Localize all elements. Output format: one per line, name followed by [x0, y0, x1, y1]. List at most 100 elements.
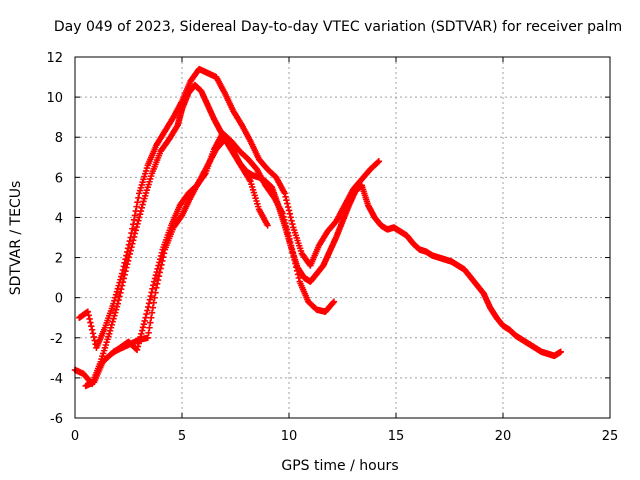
- data-point: [146, 296, 154, 303]
- data-point: [124, 245, 132, 252]
- data-point: [90, 333, 98, 341]
- data-point: [127, 234, 134, 241]
- data-point: [159, 257, 166, 265]
- data-point: [111, 297, 118, 304]
- data-point: [557, 348, 564, 356]
- x-tick-label: 5: [178, 429, 186, 444]
- data-point: [145, 329, 152, 336]
- data-point: [287, 239, 294, 246]
- grid-lines: [75, 57, 610, 418]
- data-point: [150, 299, 157, 306]
- data-point: [114, 285, 121, 292]
- data-point: [144, 307, 151, 314]
- data-point: [86, 315, 93, 323]
- data-point: [110, 300, 117, 307]
- y-axis-ticks: -6 -4 -2 0 2 4 6 8 10 12: [46, 51, 610, 427]
- y-tick-label: -4: [50, 372, 63, 387]
- data-point: [134, 199, 141, 206]
- data-point: [133, 346, 141, 354]
- data-point: [89, 330, 97, 337]
- data-point: [280, 213, 287, 220]
- data-point: [283, 226, 291, 233]
- y-tick-label: 8: [55, 131, 63, 146]
- data-point: [128, 229, 135, 237]
- y-tick-label: 2: [55, 252, 63, 267]
- data-point: [116, 279, 123, 286]
- data-point: [152, 272, 160, 279]
- data-point: [281, 216, 288, 224]
- data-point: [330, 298, 338, 305]
- data-point: [290, 253, 297, 260]
- data-point: [84, 308, 92, 315]
- y-tick-label: 6: [55, 171, 63, 186]
- data-point: [136, 211, 144, 218]
- data-point: [126, 237, 133, 245]
- data-point: [158, 261, 165, 268]
- data-point: [157, 265, 164, 272]
- data-point: [138, 330, 145, 337]
- data-point: [144, 303, 152, 311]
- data-point: [287, 242, 295, 249]
- data-point: [149, 285, 156, 293]
- data-point: [129, 225, 136, 232]
- x-tick-label: 15: [388, 429, 405, 444]
- data-point: [123, 252, 130, 259]
- data-point: [285, 232, 292, 240]
- data-point: [288, 217, 295, 224]
- y-tick-label: -6: [50, 412, 63, 427]
- data-point: [160, 250, 168, 257]
- data-point: [113, 288, 121, 295]
- data-point: [149, 304, 157, 311]
- data-point: [112, 294, 119, 301]
- data-point: [132, 207, 139, 215]
- data-point: [124, 248, 131, 256]
- data-point: [109, 318, 116, 325]
- data-point: [375, 158, 383, 165]
- data-point: [291, 256, 298, 264]
- data-point: [156, 269, 163, 276]
- y-tick-label: 10: [46, 91, 63, 106]
- data-point: [138, 327, 146, 334]
- data-point: [151, 294, 158, 301]
- data-point: [146, 324, 153, 331]
- data-point: [108, 321, 116, 328]
- x-tick-label: 20: [495, 429, 512, 444]
- y-tick-label: 12: [46, 51, 63, 66]
- data-point: [285, 207, 293, 214]
- data-point: [287, 214, 294, 221]
- data-point: [295, 274, 303, 282]
- data-point: [374, 158, 382, 166]
- data-point: [281, 219, 289, 227]
- x-tick-label: 10: [281, 429, 298, 444]
- data-point: [159, 253, 167, 261]
- data-point: [88, 322, 95, 330]
- x-axis-label: GPS time / hours: [281, 458, 398, 474]
- data-point: [289, 249, 297, 256]
- data-point: [118, 270, 126, 277]
- data-point: [289, 220, 296, 228]
- data-point: [293, 263, 300, 271]
- data-point: [142, 314, 149, 321]
- y-tick-label: 4: [55, 211, 63, 226]
- data-point: [107, 324, 115, 331]
- data-point: [284, 203, 292, 211]
- data-point: [134, 343, 142, 350]
- data-point: [112, 291, 120, 298]
- data-point: [283, 196, 290, 204]
- data-point: [154, 276, 162, 284]
- data-point: [284, 200, 291, 207]
- data-point: [106, 330, 113, 337]
- data-point: [281, 190, 288, 197]
- data-point: [133, 223, 140, 231]
- data-point: [153, 284, 160, 291]
- data-point: [118, 273, 125, 280]
- chart-title: Day 049 of 2023, Sidereal Day-to-day VTE…: [54, 19, 622, 35]
- data-point: [85, 312, 92, 319]
- series-trace-d: [110, 136, 271, 356]
- data-point: [115, 282, 122, 289]
- data-point: [117, 276, 124, 283]
- data-point: [132, 227, 139, 234]
- x-tick-label: 0: [71, 429, 79, 444]
- data-point: [131, 212, 139, 219]
- data-point: [147, 319, 154, 326]
